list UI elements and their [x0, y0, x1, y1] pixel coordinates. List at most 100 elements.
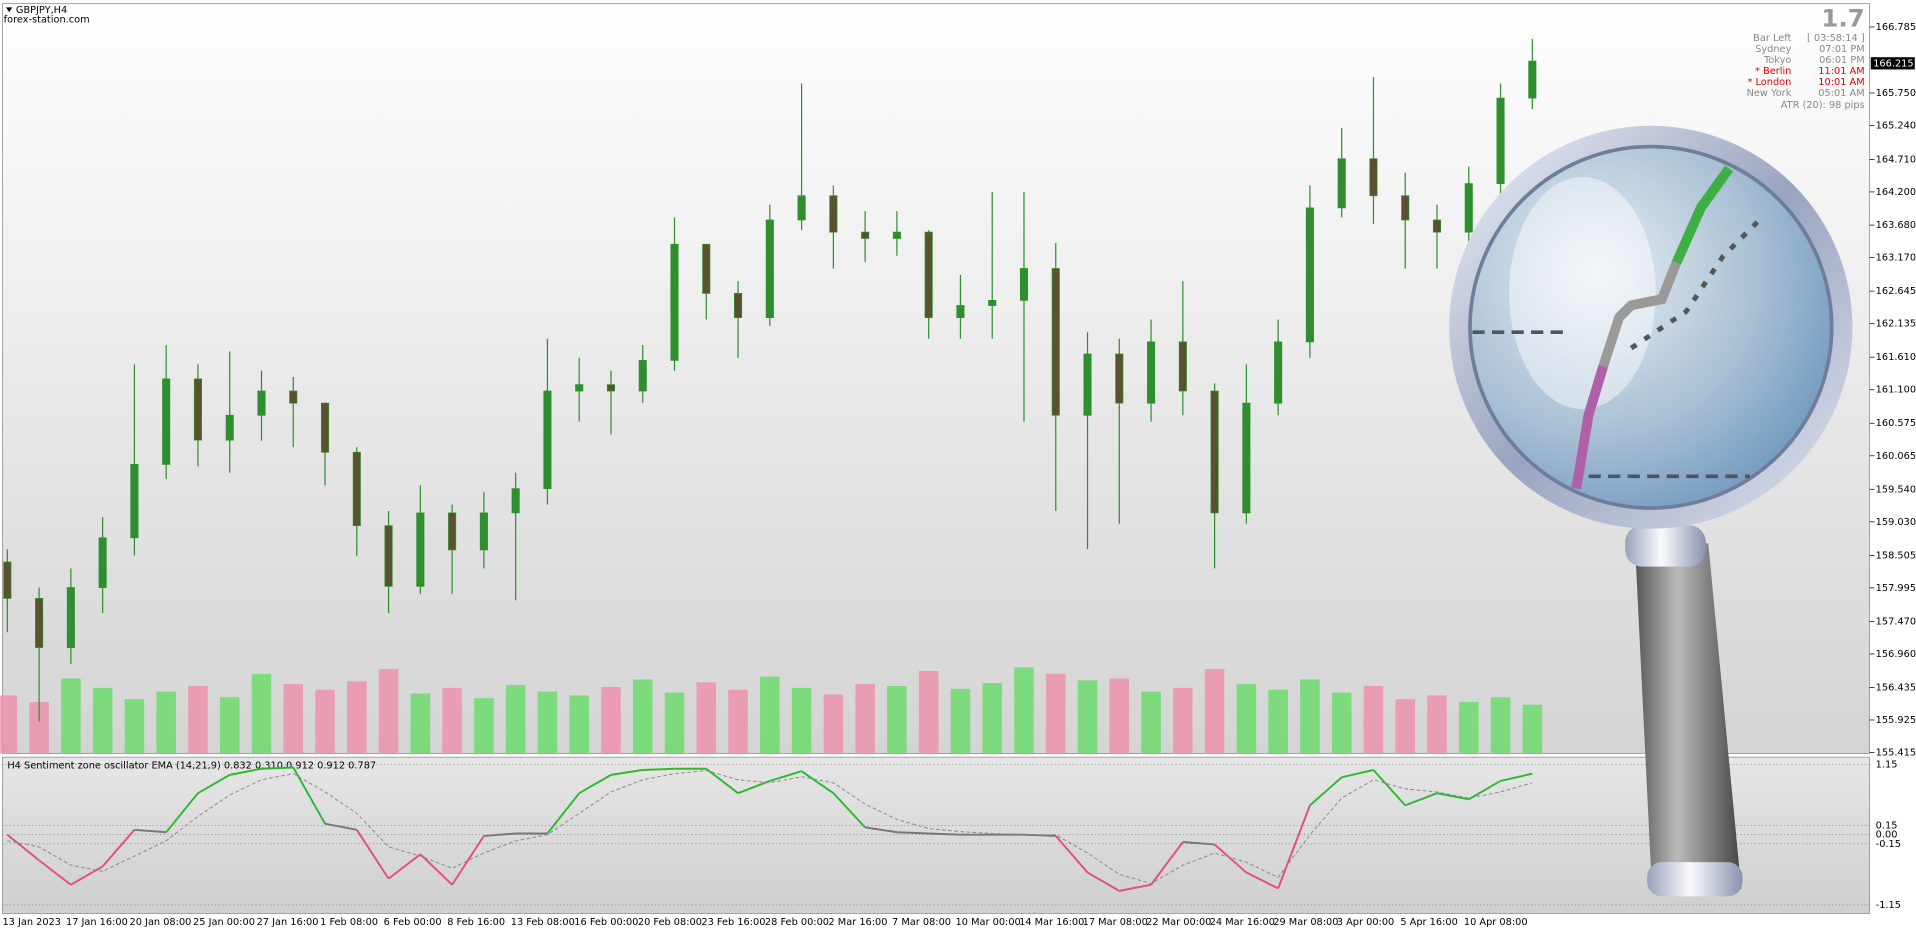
y-tick-label: 159.030 [1876, 517, 1916, 528]
volume-bar [728, 689, 748, 754]
candle-body [162, 378, 171, 465]
oscillator-segment [134, 828, 167, 834]
candle-body [416, 512, 425, 587]
plot-area: 166.785 165.750 165.240 164.710 164.200 163.6… [0, 22, 1916, 928]
volume-bar [1109, 678, 1130, 754]
volume-bar [1427, 695, 1447, 754]
candle-body [384, 525, 393, 587]
dropdown-icon [6, 7, 13, 13]
oscillator-segment [1150, 841, 1184, 886]
y-tick-label: 162.645 [1876, 286, 1916, 297]
magnifier [1449, 125, 1853, 897]
x-tick-label: 24 Mar 16:00 [1210, 917, 1275, 928]
info-value: 05:01 AM [1818, 88, 1864, 99]
volume-bar [347, 681, 367, 754]
info-value: 07:01 PM [1819, 44, 1865, 55]
candle-body [638, 360, 647, 392]
oscillator-segment [261, 766, 294, 770]
price-box [1870, 57, 1915, 70]
info-label: Bar Left [1753, 33, 1791, 44]
volume-bar [188, 685, 208, 754]
x-tick-label: 16 Feb 00:00 [574, 917, 638, 928]
x-tick-label: 6 Feb 00:00 [384, 917, 442, 928]
volume-bar [1014, 667, 1034, 754]
oscillator-segment [1468, 780, 1502, 801]
y-tick-label: 158.505 [1876, 550, 1916, 561]
y-tick-label: 159.540 [1876, 484, 1916, 495]
oscillator-segment [737, 780, 771, 795]
candle-body [3, 561, 12, 599]
lens-level [1472, 330, 1750, 479]
x-tick-label: 17 Mar 08:00 [1083, 917, 1148, 928]
oscillator-panel [2, 756, 1870, 914]
candle-body [352, 451, 361, 527]
oscillator-segment [38, 859, 72, 886]
candle-body [1305, 207, 1314, 343]
current-price: 166.215 [1873, 58, 1913, 69]
x-tick-label: 8 Feb 16:00 [447, 917, 505, 928]
oscillator-segment [546, 792, 580, 835]
oscillator-segment [642, 767, 675, 771]
volume-bar [569, 695, 589, 754]
volume-bar [823, 694, 844, 754]
oscillator-segment [1245, 871, 1279, 890]
x-tick-label: 20 Jan 08:00 [130, 917, 192, 928]
symbol: GBPJPY,H4 [16, 5, 67, 16]
candle-body [606, 384, 616, 392]
oscillator-segment [355, 829, 390, 880]
candle-body [1210, 390, 1219, 514]
y-tick-label: 156.960 [1876, 649, 1916, 660]
volume-bar [283, 684, 304, 754]
x-tick-label: 7 Mar 08:00 [892, 917, 951, 928]
oscillator-segment [610, 769, 643, 776]
y-tick-label: 161.100 [1876, 385, 1916, 396]
volume-bar [1331, 692, 1352, 754]
oscillator-segment [1277, 805, 1311, 889]
oscillator-segment [70, 865, 104, 886]
candle-body [1496, 97, 1505, 184]
oscillator-segment [1341, 769, 1374, 779]
volume-bar [982, 683, 1002, 754]
volume-bar [1077, 680, 1098, 754]
volume-bar [410, 693, 431, 754]
volume-bar [1395, 699, 1416, 754]
oscillator-segment [1087, 871, 1120, 892]
oscillator-segment [1182, 841, 1215, 846]
candle-body [765, 219, 774, 318]
lens-glare [1509, 177, 1656, 410]
volume-bar [1522, 704, 1543, 754]
volume-bar [791, 687, 812, 754]
oscillator-segment [1404, 792, 1438, 807]
volume-bar [61, 678, 81, 754]
handle-cap [1647, 862, 1743, 897]
x-tick-label: 20 Feb 08:00 [638, 917, 702, 928]
info-label: Tokyo [1763, 55, 1791, 66]
info-value: 10:01 AM [1818, 77, 1864, 88]
candle-body [797, 195, 806, 221]
oscillator-segment [1372, 769, 1406, 807]
info-label: * Berlin [1755, 66, 1791, 77]
volume-bar [887, 685, 907, 754]
oscillator-segment [928, 832, 961, 836]
candle-body [98, 537, 107, 588]
volume-bar [760, 676, 780, 754]
volume-bar [918, 671, 939, 754]
volume-bar [0, 695, 18, 754]
candle-body [1401, 195, 1410, 221]
y-tick-label: 164.200 [1876, 187, 1916, 198]
candle-body [988, 300, 997, 306]
info-label: * London [1748, 77, 1792, 88]
candle-body [829, 195, 838, 233]
oscillator-segment [387, 853, 421, 880]
volume-bar [855, 684, 875, 754]
candle-body [702, 243, 711, 294]
x-tick-label: 3 Apr 00:00 [1337, 917, 1394, 928]
volume-bar [442, 687, 462, 754]
volume-bar [378, 669, 399, 754]
volume-bar [1300, 679, 1320, 754]
y-tick-label: 157.995 [1876, 583, 1916, 594]
volume-bar [219, 697, 240, 754]
oscillator-segment [801, 770, 834, 794]
